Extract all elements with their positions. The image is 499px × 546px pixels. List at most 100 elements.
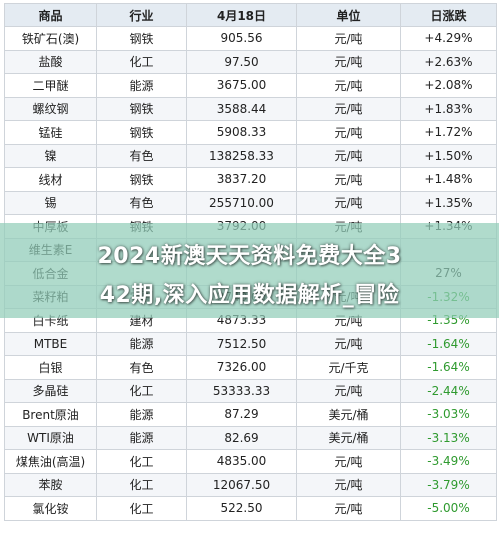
table-row: 锡有色 255710.00 元/吨 +1.35%	[4, 190, 497, 215]
cell-unit: 元/吨	[296, 331, 401, 356]
cell-daily-change: -1.64%	[400, 355, 497, 380]
cell-price: 3837.20	[186, 167, 297, 192]
cell-commodity: 锰硅	[4, 120, 97, 145]
cell-unit: 元/吨	[296, 26, 401, 51]
table-header-row: 商品 行业 4月18日 单位 日涨跌	[4, 3, 497, 27]
cell-daily-change: -1.64%	[400, 331, 497, 356]
cell-daily-change: +4.29%	[400, 26, 497, 51]
cell-daily-change: -3.13%	[400, 425, 497, 450]
table-row: 螺纹钢 钢铁 3588.44 元/吨 +1.83%	[4, 96, 497, 121]
cell-industry: 化工	[96, 49, 187, 74]
cell-unit: 元/吨	[296, 73, 401, 98]
table-row: 盐酸 化工 97.50 元/吨 +2.63%	[4, 49, 497, 74]
cell-industry: 有色	[96, 143, 187, 168]
cell-industry: 有色	[96, 190, 187, 215]
table-row: 锰硅 钢铁 5908.33 元/吨 +1.72%	[4, 120, 497, 145]
cell-price: 53333.33	[186, 378, 297, 403]
cell-unit: 元/吨	[296, 449, 401, 474]
table-row: 铁矿石(澳) 钢铁 905.56 元/吨 +4.29%	[4, 26, 497, 51]
cell-daily-change: +1.50%	[400, 143, 497, 168]
cell-industry: 钢铁	[96, 120, 187, 145]
cell-commodity: 螺纹钢	[4, 96, 97, 121]
cell-industry: 钢铁	[96, 96, 187, 121]
cell-unit: 元/千克	[296, 355, 401, 380]
table-row: 多晶硅 化工 53333.33 元/吨 -2.44%	[4, 378, 497, 403]
cell-unit: 元/吨	[296, 49, 401, 74]
cell-industry: 能源	[96, 73, 187, 98]
cell-price: 522.50	[186, 496, 297, 521]
cell-daily-change: -3.49%	[400, 449, 497, 474]
cell-daily-change: -2.44%	[400, 378, 497, 403]
cell-commodity: 铁矿石(澳)	[4, 26, 97, 51]
cell-price: 87.29	[186, 402, 297, 427]
cell-price: 7326.00	[186, 355, 297, 380]
cell-commodity: 氯化铵	[4, 496, 97, 521]
cell-price: 255710.00	[186, 190, 297, 215]
cell-commodity: 白银	[4, 355, 97, 380]
table-row: 线材 钢铁 3837.20 元/吨 +1.48%	[4, 167, 497, 192]
cell-daily-change: -3.79%	[400, 472, 497, 497]
header-unit: 单位	[296, 3, 401, 27]
cell-price: 7512.50	[186, 331, 297, 356]
cell-unit: 美元/桶	[296, 425, 401, 450]
header-industry: 行业	[96, 3, 187, 27]
header-daily-change: 日涨跌	[400, 3, 497, 27]
cell-price: 97.50	[186, 49, 297, 74]
cell-unit: 美元/桶	[296, 402, 401, 427]
cell-price: 12067.50	[186, 472, 297, 497]
cell-unit: 元/吨	[296, 496, 401, 521]
cell-commodity: 二甲醚	[4, 73, 97, 98]
cell-commodity: 镍	[4, 143, 97, 168]
cell-price: 5908.33	[186, 120, 297, 145]
watermark-text-line-2: 42期,深入应用数据解析_冒险	[99, 283, 400, 308]
header-commodity: 商品	[4, 3, 97, 27]
cell-industry: 能源	[96, 331, 187, 356]
cell-unit: 元/吨	[296, 120, 401, 145]
table-row: 二甲醚 能源 3675.00 元/吨 +2.08%	[4, 73, 497, 98]
cell-unit: 元/吨	[296, 96, 401, 121]
cell-daily-change: -3.03%	[400, 402, 497, 427]
cell-unit: 元/吨	[296, 167, 401, 192]
cell-commodity: 盐酸	[4, 49, 97, 74]
table-row: 煤焦油(高温) 化工 4835.00 元/吨 -3.49%	[4, 449, 497, 474]
cell-industry: 化工	[96, 378, 187, 403]
cell-commodity: WTI原油	[4, 425, 97, 450]
cell-daily-change: -5.00%	[400, 496, 497, 521]
cell-commodity: 线材	[4, 167, 97, 192]
cell-industry: 能源	[96, 425, 187, 450]
cell-commodity: Brent原油	[4, 402, 97, 427]
cell-commodity: 锡	[4, 190, 97, 215]
cell-daily-change: +1.72%	[400, 120, 497, 145]
table-row: 镍有色 138258.33 元/吨 +1.50%	[4, 143, 497, 168]
cell-commodity: 多晶硅	[4, 378, 97, 403]
cell-price: 82.69	[186, 425, 297, 450]
cell-daily-change: +2.63%	[400, 49, 497, 74]
header-date-price: 4月18日	[186, 3, 297, 27]
cell-unit: 元/吨	[296, 472, 401, 497]
watermark-banner	[0, 223, 499, 318]
table-row: 白银 有色 7326.00 元/千克 -1.64%	[4, 355, 497, 380]
cell-industry: 化工	[96, 496, 187, 521]
cell-price: 4835.00	[186, 449, 297, 474]
cell-industry: 钢铁	[96, 167, 187, 192]
cell-price: 3588.44	[186, 96, 297, 121]
cell-unit: 元/吨	[296, 143, 401, 168]
cell-daily-change: +2.08%	[400, 73, 497, 98]
table-row: MTBE 能源 7512.50 元/吨 -1.64%	[4, 331, 497, 356]
table-row: 苯胺 化工 12067.50 元/吨 -3.79%	[4, 472, 497, 497]
cell-industry: 钢铁	[96, 26, 187, 51]
cell-unit: 元/吨	[296, 190, 401, 215]
table-row: Brent原油 能源 87.29 美元/桶 -3.03%	[4, 402, 497, 427]
cell-commodity: 煤焦油(高温)	[4, 449, 97, 474]
cell-commodity: MTBE	[4, 331, 97, 356]
cell-industry: 能源	[96, 402, 187, 427]
cell-unit: 元/吨	[296, 378, 401, 403]
cell-industry: 有色	[96, 355, 187, 380]
cell-industry: 化工	[96, 472, 187, 497]
watermark-text-line-1: 2024新澳天天资料免费大全3	[97, 244, 402, 269]
cell-industry: 化工	[96, 449, 187, 474]
table-row: 氯化铵 化工 522.50 元/吨 -5.00%	[4, 496, 497, 521]
cell-daily-change: +1.48%	[400, 167, 497, 192]
cell-price: 3675.00	[186, 73, 297, 98]
cell-daily-change: +1.83%	[400, 96, 497, 121]
